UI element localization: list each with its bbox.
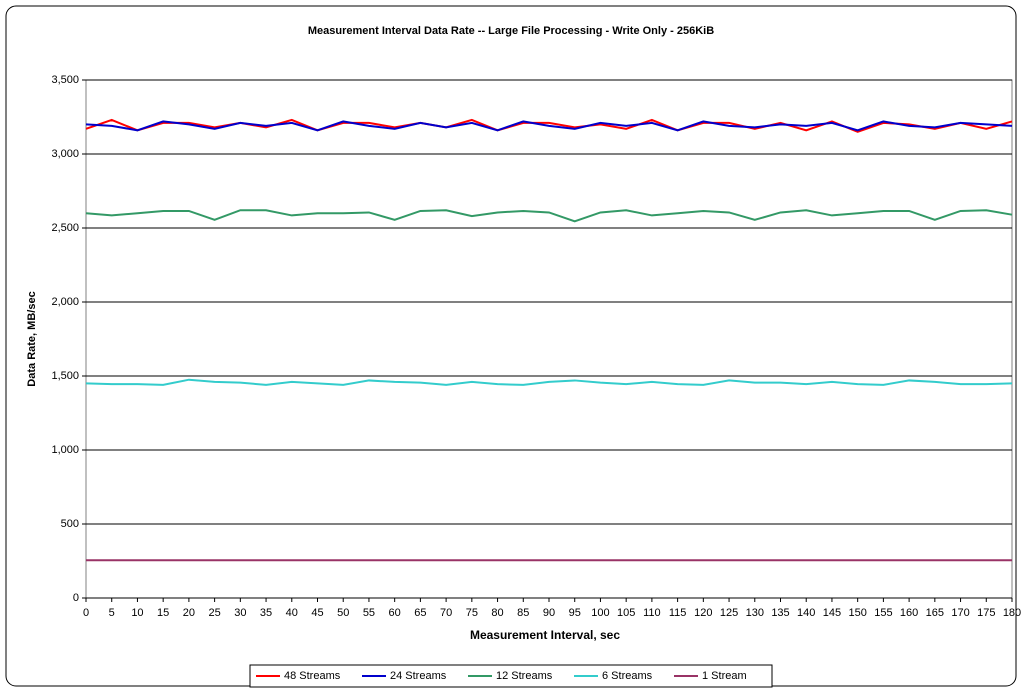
x-tick-label: 95 [569,607,581,619]
x-tick-label: 15 [157,607,169,619]
x-tick-label: 140 [797,607,815,619]
x-tick-label: 110 [643,607,661,619]
y-tick-label: 2,000 [51,296,79,308]
x-tick-label: 60 [389,607,401,619]
x-tick-label: 175 [977,607,995,619]
y-tick-label: 2,500 [51,222,79,234]
x-tick-label: 90 [543,607,555,619]
x-tick-label: 145 [823,607,841,619]
x-tick-label: 50 [337,607,349,619]
plot-area [85,79,1013,599]
y-tick-label: 0 [73,592,79,604]
series-line [85,120,1013,132]
legend-label: 24 Streams [390,670,447,682]
legend-label: 6 Streams [602,670,653,682]
x-tick-label: 75 [466,607,478,619]
legend-label: 12 Streams [496,670,553,682]
x-tick-label: 115 [669,607,687,619]
x-tick-label: 55 [363,607,375,619]
x-tick-label: 80 [491,607,503,619]
x-tick-label: 180 [1003,607,1021,619]
y-tick-label: 1,500 [51,370,79,382]
series-line [85,209,1013,223]
x-tick-label: 100 [591,607,609,619]
y-axis-label: Data Rate, MB/sec [26,291,38,386]
legend-label: 48 Streams [284,670,341,682]
x-tick-label: 125 [720,607,738,619]
y-tick-label: 1,000 [51,444,79,456]
x-tick-label: 10 [131,607,143,619]
x-tick-label: 130 [746,607,764,619]
x-tick-label: 25 [208,607,220,619]
x-tick-label: 65 [414,607,426,619]
x-tick-label: 165 [926,607,944,619]
x-tick-label: 150 [848,607,866,619]
y-tick-label: 3,000 [51,148,79,160]
legend-box [249,664,773,688]
x-tick-label: 160 [900,607,918,619]
x-tick-label: 35 [260,607,272,619]
x-tick-label: 40 [286,607,298,619]
x-tick-label: 135 [771,607,789,619]
x-tick-label: 5 [109,607,115,619]
series-line [85,378,1013,386]
chart-title: Measurement Interval Data Rate -- Large … [308,25,714,37]
x-tick-label: 105 [617,607,635,619]
x-tick-label: 70 [440,607,452,619]
x-tick-label: 155 [874,607,892,619]
y-tick-label: 3,500 [51,74,79,86]
x-axis-label: Measurement Interval, sec [470,628,620,642]
x-tick-label: 0 [83,607,89,619]
x-tick-label: 120 [694,607,712,619]
x-tick-label: 20 [183,607,195,619]
x-tick-label: 85 [517,607,529,619]
legend-label: 1 Stream [702,670,747,682]
y-tick-label: 500 [61,518,79,530]
x-tick-label: 30 [234,607,246,619]
x-tick-label: 45 [311,607,323,619]
x-tick-label: 170 [951,607,969,619]
